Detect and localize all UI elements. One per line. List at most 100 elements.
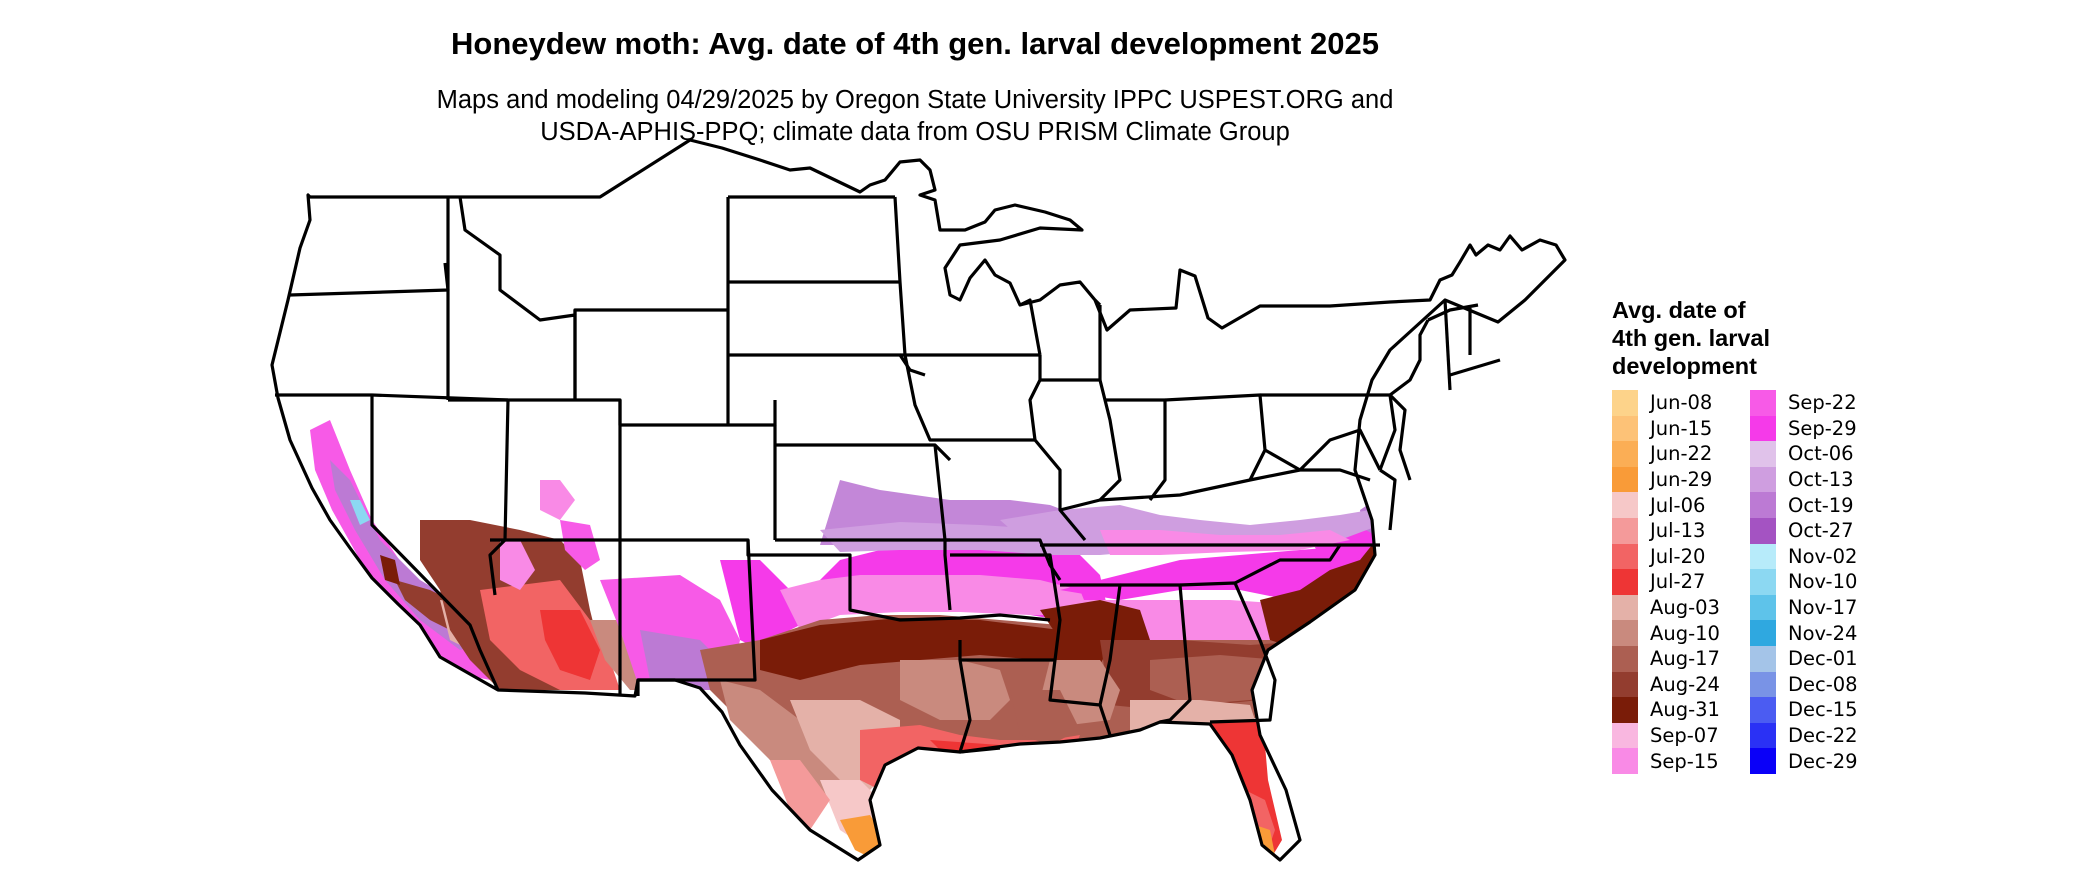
legend-label: Dec-29	[1788, 749, 1858, 773]
legend-item: Aug-31	[1612, 697, 1740, 723]
legend-swatch	[1612, 415, 1638, 442]
legend-swatch	[1750, 441, 1776, 467]
legend-swatch	[1750, 543, 1776, 570]
mt-wy-line	[573, 308, 728, 315]
legend-label: Dec-15	[1788, 698, 1858, 722]
legend-label: Sep-15	[1650, 749, 1719, 773]
legend-swatch	[1612, 569, 1638, 595]
legend-item: Sep-15	[1612, 748, 1740, 774]
legend-swatch	[1750, 645, 1776, 672]
legend-swatch	[1750, 748, 1776, 774]
legend-item: Oct-19	[1750, 492, 1878, 518]
legend-title-line-3: development	[1612, 353, 1757, 379]
il-border	[1040, 378, 1122, 502]
legend-swatch	[1750, 466, 1776, 493]
legend-title: Avg. date of 4th gen. larval development	[1612, 296, 1878, 380]
ar-border	[950, 553, 1062, 662]
la-ms-border	[1048, 659, 1112, 736]
legend-item: Dec-08	[1750, 671, 1878, 698]
legend-swatch	[1750, 594, 1776, 621]
legend-label: Sep-29	[1788, 416, 1857, 440]
legend-label: Oct-27	[1788, 519, 1854, 543]
ny-border	[1389, 319, 1430, 397]
legend-swatch	[1612, 697, 1638, 723]
ne-ks-line	[775, 443, 952, 462]
wa-or-border	[289, 262, 450, 297]
legend-swatch	[1750, 722, 1776, 749]
legend-swatch	[1612, 390, 1638, 416]
pa-border	[1260, 393, 1397, 471]
ia-mo-line	[903, 354, 1035, 442]
legend-item: Nov-24	[1750, 620, 1878, 646]
legend-swatch	[1750, 620, 1776, 646]
legend-item: Nov-02	[1750, 543, 1878, 570]
legend-label: Jun-29	[1650, 468, 1713, 492]
in-border	[1105, 398, 1167, 501]
legend-label: Aug-31	[1650, 698, 1720, 722]
legend-swatch	[1612, 517, 1638, 544]
legend-swatch	[1612, 441, 1638, 467]
legend-item: Oct-06	[1750, 441, 1878, 467]
al-border	[1120, 583, 1192, 724]
legend-label: Oct-19	[1788, 493, 1854, 517]
legend-swatch	[1612, 594, 1638, 621]
legend-item: Jul-20	[1612, 543, 1740, 570]
subtitle-line-1: Maps and modeling 04/29/2025 by Oregon S…	[436, 86, 1394, 114]
legend-item: Jun-08	[1612, 390, 1740, 416]
legend-swatch	[1612, 466, 1638, 493]
legend-label: Aug-10	[1650, 621, 1720, 645]
map-legend: Avg. date of 4th gen. larval development…	[1612, 296, 1878, 774]
legend-item: Dec-01	[1750, 645, 1878, 672]
legend-label: Jul-20	[1650, 544, 1706, 568]
legend-swatch	[1612, 722, 1638, 749]
legend-label: Jun-08	[1650, 391, 1713, 415]
legend-title-line-2: 4th gen. larval	[1612, 325, 1771, 351]
legend-item: Jul-06	[1612, 492, 1740, 518]
sd-ne-line	[728, 353, 926, 377]
legend-item: Dec-15	[1750, 697, 1878, 723]
legend-label: Jul-06	[1650, 493, 1706, 517]
legend-label: Dec-08	[1788, 672, 1858, 696]
legend-swatch	[1612, 748, 1638, 774]
legend-label: Nov-10	[1788, 570, 1858, 594]
legend-item: Sep-29	[1750, 415, 1878, 442]
id-border	[458, 196, 577, 400]
legend-item: Dec-29	[1750, 748, 1878, 774]
mo-ar-line	[945, 538, 1062, 581]
legend-swatch	[1612, 671, 1638, 698]
legend-label: Aug-03	[1650, 596, 1720, 620]
legend-swatch	[1750, 492, 1776, 518]
oh-border	[1164, 393, 1267, 481]
legend-label: Nov-24	[1788, 621, 1858, 645]
legend-label: Aug-24	[1650, 672, 1720, 696]
legend-label: Nov-02	[1788, 544, 1858, 568]
ky-border	[1059, 468, 1371, 512]
legend-item: Jun-15	[1612, 415, 1740, 442]
legend-column-2: Sep-22 Sep-29 Oct-06 Oct-13 Oct-19 Oct-27 Nov-…	[1750, 390, 1878, 774]
legend-label: Sep-22	[1788, 391, 1857, 415]
legend-label: Sep-07	[1650, 724, 1719, 748]
legend-title-line-1: Avg. date of	[1612, 297, 1746, 323]
legend-item: Jun-22	[1612, 441, 1740, 467]
nv-ut-border	[488, 399, 510, 596]
legend-swatch	[1612, 492, 1638, 518]
legend-item: Nov-17	[1750, 594, 1878, 621]
legend-item: Oct-27	[1750, 517, 1878, 544]
legend-swatch	[1750, 390, 1776, 416]
legend-item: Jul-27	[1612, 569, 1740, 595]
ga-border	[1179, 581, 1277, 724]
la-tx-border	[958, 659, 1001, 754]
map-subtitle: Maps and modeling 04/29/2025 by Oregon S…	[0, 84, 1830, 148]
legend-item: Aug-10	[1612, 620, 1740, 646]
legend-label: Dec-01	[1788, 647, 1858, 671]
legend-item: Jun-29	[1612, 466, 1740, 493]
legend-label: Jun-15	[1650, 416, 1713, 440]
legend-swatch	[1750, 569, 1776, 595]
legend-item: Sep-07	[1612, 722, 1740, 749]
legend-item: Dec-22	[1750, 722, 1878, 749]
legend-label: Jul-13	[1650, 519, 1706, 543]
legend-swatch	[1612, 620, 1638, 646]
legend-swatch	[1750, 697, 1776, 723]
ms-border	[1060, 583, 1122, 706]
